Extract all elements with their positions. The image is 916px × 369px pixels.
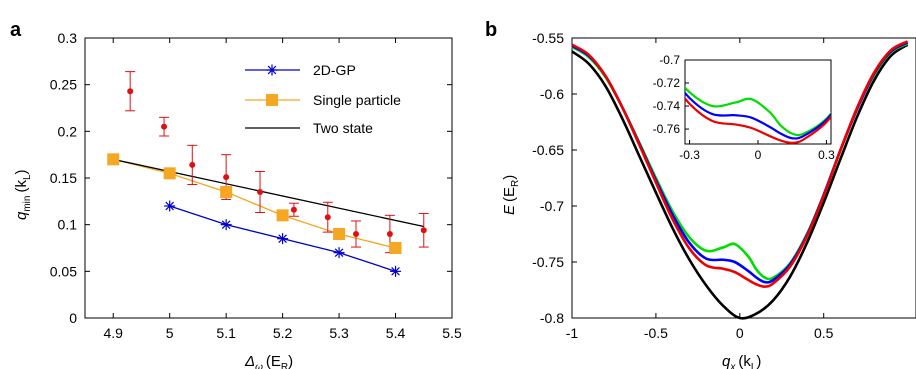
b-curve-0 xyxy=(571,43,909,320)
a-xtick-label: 5 xyxy=(166,325,174,341)
panel-a-label: a xyxy=(10,19,22,41)
panel-a-xlabel: Δω (ER) xyxy=(244,353,293,369)
inset-ytick-label: -0.72 xyxy=(653,76,681,90)
a-experiment-point xyxy=(127,88,134,95)
a-xtick-label: 5.4 xyxy=(386,325,406,341)
inset-ytick-label: -0.7 xyxy=(659,53,680,67)
a-ytick-label: 0.05 xyxy=(50,263,77,279)
a-xtick-label: 4.9 xyxy=(103,325,123,341)
inset-curve-2 xyxy=(685,96,831,144)
a-square-marker xyxy=(163,167,176,180)
a-asterisk-marker xyxy=(390,265,402,277)
a-asterisk-marker xyxy=(277,233,289,245)
panel-b-label: b xyxy=(485,19,497,41)
a-xtick-label: 5.2 xyxy=(273,325,293,341)
b-curve-3 xyxy=(571,40,909,288)
b-ytick-label: -0.55 xyxy=(532,30,564,46)
inset-xtick-label: 0.3 xyxy=(818,148,835,162)
a-experiment-point xyxy=(353,231,360,237)
legend-marker-2dgp xyxy=(266,64,278,76)
panel-b-xlabel: qx (kL) xyxy=(722,353,761,369)
a-experiment-point xyxy=(161,123,168,130)
b-ytick-label: -0.8 xyxy=(540,310,564,326)
a-experiment-point xyxy=(386,231,393,237)
a-asterisk-marker xyxy=(333,247,345,259)
inset-xtick-label: -0.3 xyxy=(679,148,700,162)
inset-curve-0 xyxy=(685,86,831,137)
panel-a-ylabel: qmin(kL) xyxy=(13,169,33,220)
b-xtick-label: -1 xyxy=(566,325,579,341)
a-square-marker xyxy=(220,186,233,198)
a-asterisk-marker xyxy=(164,200,176,212)
inset-curves xyxy=(685,86,831,144)
legend-label-2dgp: 2D-GP xyxy=(313,62,356,78)
b-ytick-label: -0.6 xyxy=(540,86,564,102)
a-square-marker xyxy=(389,242,402,254)
a-ytick-label: 0.15 xyxy=(50,170,77,186)
a-experiment-point xyxy=(324,214,331,221)
panel-a-legend: 2D-GP Single particle Two state xyxy=(245,62,401,136)
a-square-marker xyxy=(276,209,289,222)
a-ytick-label: 0.25 xyxy=(50,77,77,93)
inset-xtick-label: 0 xyxy=(755,148,762,162)
legend-label-two-state: Two state xyxy=(313,120,373,136)
b-ytick-label: -0.7 xyxy=(540,198,564,214)
legend-label-single-particle: Single particle xyxy=(313,92,401,108)
a-ytick-label: 0 xyxy=(69,310,77,326)
a-ytick-label: 0.3 xyxy=(58,30,78,46)
b-xtick-label: 0.5 xyxy=(814,325,834,341)
legend-asterisk xyxy=(266,64,278,76)
b-ytick-label: -0.75 xyxy=(532,254,564,270)
a-asterisk-marker xyxy=(220,219,232,231)
panel-a-chart: 4.9 5 5.1 5.2 5.3 5.4 5.5 0 0.05 0.1 0.15 0.2 0.25 0.… xyxy=(13,30,462,369)
a-xtick-label: 5.1 xyxy=(216,325,236,341)
inset-curve-1 xyxy=(685,91,831,140)
a-experiment-point xyxy=(290,206,297,213)
a-square-marker xyxy=(107,153,120,166)
a-square-marker xyxy=(333,228,346,240)
a-xtick-label: 5.3 xyxy=(329,325,349,341)
legend-marker-single-particle xyxy=(266,94,278,106)
inset-ytick-label: -0.74 xyxy=(653,99,681,113)
inset-ytick-label: -0.76 xyxy=(653,122,681,136)
a-experiment-point xyxy=(420,227,427,234)
a-series-line-2 xyxy=(113,158,424,228)
a-series-line-1 xyxy=(113,158,396,249)
panel-a-frame xyxy=(84,37,453,319)
a-experiment-point xyxy=(257,189,264,195)
b-ytick-label: -0.65 xyxy=(532,142,564,158)
a-ytick-label: 0.1 xyxy=(58,217,78,233)
b-xtick-label: 0 xyxy=(736,325,744,341)
panel-b-inset: -0.3 0 0.3 -0.7 -0.72 -0.74 -0.76 xyxy=(653,53,835,162)
a-experiment-point xyxy=(223,174,230,181)
a-xtick-label: 5.5 xyxy=(442,325,462,341)
panel-b-ylabel: E(ER) xyxy=(501,175,521,215)
panel-b-chart: -1 -0.5 0 0.5 -0.8 -0.75 -0.7 -0.65 -0.6 -0.55 -0… xyxy=(501,30,916,369)
a-experiment-point xyxy=(189,161,196,168)
b-xtick-label: -0.5 xyxy=(644,325,668,341)
a-ytick-label: 0.2 xyxy=(58,123,78,139)
